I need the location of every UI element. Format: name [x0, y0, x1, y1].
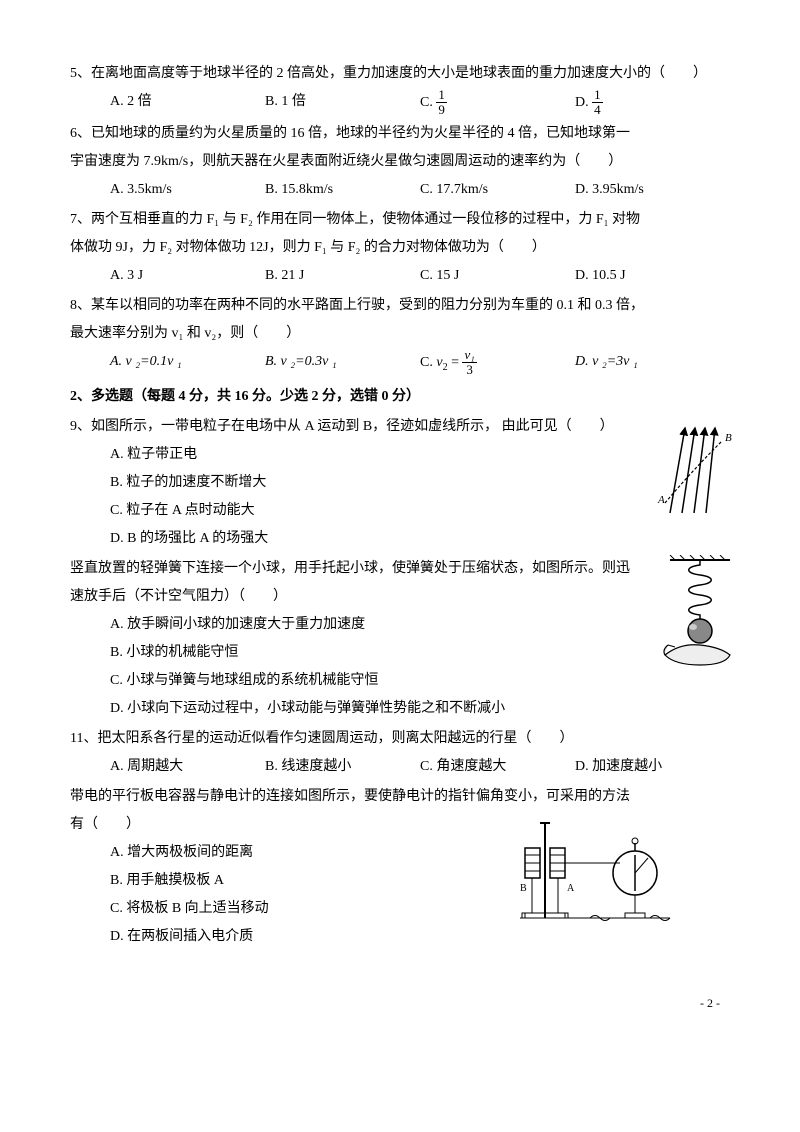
svg-text:A: A [567, 883, 575, 894]
q8-opt-a: A. ν ₂=0.1ν ₁ [110, 348, 265, 378]
question-5: 5、在离地面高度等于地球半径的 2 倍高处，重力加速度的大小是地球表面的重力加速… [70, 60, 730, 118]
q5-opt-b: B. 1 倍 [265, 88, 420, 118]
q7-opt-c: C. 15 J [420, 262, 575, 290]
q7-line1: 7、两个互相垂直的力 F₁ 与 F₂ 作用在同一物体上，使物体通过一段位移的过程… [70, 206, 730, 234]
q6-opt-a: A. 3.5km/s [110, 176, 265, 204]
field-lines-figure: A B [640, 423, 740, 518]
q5-opt-c: C. 19 [420, 88, 575, 118]
q11-opt-c: C. 角速度越大 [420, 753, 575, 781]
q10-opt-d: D. 小球向下运动过程中，小球动能与弹簧弹性势能之和不断减小 [70, 695, 730, 723]
q9-opt-c: C. 粒子在 A 点时动能大 [70, 497, 730, 525]
q10-opt-a: A. 放手瞬间小球的加速度大于重力加速度 [70, 611, 730, 639]
svg-text:B: B [725, 432, 732, 444]
q6-opt-b: B. 15.8km/s [265, 176, 420, 204]
question-10: 竖直放置的轻弹簧下连接一个小球，用手托起小球，使弹簧处于压缩状态，如图所示。则迅… [70, 555, 730, 723]
q9-opt-b: B. 粒子的加速度不断增大 [70, 469, 730, 497]
q6-options: A. 3.5km/s B. 15.8km/s C. 17.7km/s D. 3.… [70, 176, 730, 204]
q5-opt-a: A. 2 倍 [110, 88, 265, 118]
page-number: - 2 - [70, 991, 730, 1015]
q7-line2: 体做功 9J，力 F₂ 对物体做功 12J，则力 F₁ 与 F₂ 的合力对物体做… [70, 234, 730, 262]
question-9: 9、如图所示，一带电粒子在电场中从 A 运动到 B，径迹如虚线所示， 由此可见（… [70, 413, 730, 553]
question-8: 8、某车以相同的功率在两种不同的水平路面上行驶，受到的阻力分别为车重的 0.1 … [70, 292, 730, 378]
q7-opt-d: D. 10.5 J [575, 262, 730, 290]
q7-opt-b: B. 21 J [265, 262, 420, 290]
q8-opt-c: C. v2 = v₁3 [420, 348, 575, 378]
question-11: 11、把太阳系各行星的运动近似看作匀速圆周运动，则离太阳越远的行星（ ） A. … [70, 725, 730, 781]
q11-opt-d: D. 加速度越小 [575, 753, 730, 781]
q11-opt-a: A. 周期越大 [110, 753, 265, 781]
fraction: 14 [592, 88, 603, 118]
q11-text: 11、把太阳系各行星的运动近似看作匀速圆周运动，则离太阳越远的行星（ ） [70, 725, 730, 753]
q7-opt-a: A. 3 J [110, 262, 265, 290]
q10-opt-c: C. 小球与弹簧与地球组成的系统机械能守恒 [70, 667, 730, 695]
question-7: 7、两个互相垂直的力 F₁ 与 F₂ 作用在同一物体上，使物体通过一段位移的过程… [70, 206, 730, 290]
section-2-title: 2、多选题（每题 4 分，共 16 分。少选 2 分，选错 0 分） [70, 383, 730, 411]
q11-options: A. 周期越大 B. 线速度越小 C. 角速度越大 D. 加速度越小 [70, 753, 730, 781]
q8-options: A. ν ₂=0.1ν ₁ B. ν ₂=0.3ν ₁ C. v2 = v₁3 … [70, 348, 730, 378]
q7-options: A. 3 J B. 21 J C. 15 J D. 10.5 J [70, 262, 730, 290]
q9-opt-d: D. B 的场强比 A 的场强大 [70, 525, 730, 553]
q5-text: 5、在离地面高度等于地球半径的 2 倍高处，重力加速度的大小是地球表面的重力加速… [70, 60, 730, 88]
q10-line1: 竖直放置的轻弹簧下连接一个小球，用手托起小球，使弹簧处于压缩状态，如图所示。则迅 [70, 555, 730, 583]
svg-text:B: B [520, 883, 527, 894]
q8-line2: 最大速率分别为 v₁ 和 v₂，则（ ） [70, 320, 730, 348]
question-6: 6、已知地球的质量约为火星质量的 16 倍，地球的半径约为火星半径的 4 倍，已… [70, 120, 730, 204]
spring-ball-figure [660, 555, 740, 670]
capacitor-electrometer-figure: B A [490, 813, 690, 928]
fraction: v₁3 [462, 348, 476, 378]
q8-line1: 8、某车以相同的功率在两种不同的水平路面上行驶，受到的阻力分别为车重的 0.1 … [70, 292, 730, 320]
q10-line2: 速放手后（不计空气阻力）（ ） [70, 583, 730, 611]
q6-line1: 6、已知地球的质量约为火星质量的 16 倍，地球的半径约为火星半径的 4 倍，已… [70, 120, 730, 148]
q8-opt-d: D. ν ₂=3ν ₁ [575, 348, 730, 378]
q11-opt-b: B. 线速度越小 [265, 753, 420, 781]
q9-opt-a: A. 粒子带正电 [70, 441, 730, 469]
q6-opt-c: C. 17.7km/s [420, 176, 575, 204]
q9-text: 9、如图所示，一带电粒子在电场中从 A 运动到 B，径迹如虚线所示， 由此可见（… [70, 413, 730, 441]
q8-opt-b: B. ν ₂=0.3ν ₁ [265, 348, 420, 378]
svg-text:A: A [657, 494, 665, 506]
q10-opt-b: B. 小球的机械能守恒 [70, 639, 730, 667]
q6-line2: 宇宙速度为 7.9km/s，则航天器在火星表面附近绕火星做匀速圆周运动的速率约为… [70, 148, 730, 176]
fraction: 19 [436, 88, 447, 118]
q6-opt-d: D. 3.95km/s [575, 176, 730, 204]
q12-line1: 带电的平行板电容器与静电计的连接如图所示，要使静电计的指针偏角变小，可采用的方法 [70, 783, 730, 811]
question-12: 带电的平行板电容器与静电计的连接如图所示，要使静电计的指针偏角变小，可采用的方法… [70, 783, 730, 951]
q5-opt-d: D. 14 [575, 88, 730, 118]
q5-options: A. 2 倍 B. 1 倍 C. 19 D. 14 [70, 88, 730, 118]
